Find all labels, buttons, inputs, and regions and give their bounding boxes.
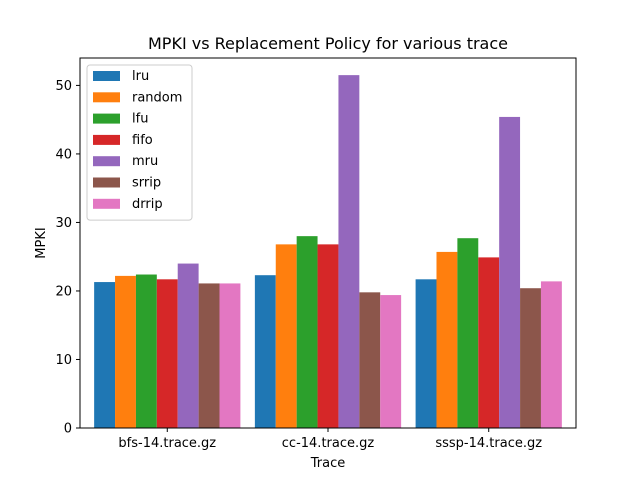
bar-random-0 bbox=[115, 275, 136, 428]
bar-lru-1 bbox=[254, 275, 276, 428]
bar-mru-2 bbox=[499, 116, 521, 429]
x-tick-label: sssp-14.trace.gz bbox=[435, 436, 542, 451]
y-tick-label: 10 bbox=[55, 353, 72, 368]
bar-lfu-2 bbox=[457, 238, 479, 428]
x-tick-label: bfs-14.trace.gz bbox=[118, 436, 216, 451]
legend-swatch-mru bbox=[93, 156, 120, 167]
x-tick-label: cc-14.trace.gz bbox=[282, 436, 375, 451]
bar-drrip-0 bbox=[219, 283, 241, 428]
bar-mru-0 bbox=[177, 263, 199, 428]
bar-random-1 bbox=[275, 244, 297, 428]
bar-fifo-0 bbox=[156, 279, 178, 428]
legend-label-random: random bbox=[132, 90, 182, 105]
bar-srrip-0 bbox=[198, 283, 220, 428]
legend-label-lfu: lfu bbox=[132, 112, 148, 127]
legend-swatch-random bbox=[93, 92, 120, 103]
y-axis-label: MPKI bbox=[34, 227, 49, 258]
y-tick-label: 40 bbox=[55, 147, 72, 162]
bar-fifo-1 bbox=[317, 244, 339, 428]
legend-label-lru: lru bbox=[132, 69, 149, 84]
y-tick-label: 0 bbox=[64, 422, 72, 437]
bar-fifo-2 bbox=[478, 257, 500, 428]
y-tick-label: 50 bbox=[55, 79, 72, 94]
legend-label-mru: mru bbox=[132, 154, 158, 169]
legend-label-drrip: drrip bbox=[132, 197, 163, 212]
y-tick-label: 30 bbox=[55, 216, 72, 231]
bar-lfu-1 bbox=[296, 236, 318, 428]
legend-swatch-fifo bbox=[93, 134, 120, 145]
legend-swatch-drrip bbox=[93, 198, 120, 209]
legend-swatch-lru bbox=[93, 71, 120, 81]
y-axis: 0 10 20 30 40 50 bbox=[55, 79, 80, 437]
y-tick-label: 20 bbox=[55, 284, 72, 299]
bar-mru-1 bbox=[338, 75, 360, 428]
legend-label-fifo: fifo bbox=[132, 133, 153, 148]
legend-swatch-lfu bbox=[93, 113, 120, 124]
bar-drrip-1 bbox=[380, 295, 402, 428]
bar-lfu-0 bbox=[135, 274, 157, 428]
x-axis: bfs-14.trace.gz cc-14.trace.gz sssp-14.tra… bbox=[118, 428, 542, 451]
bar-lru-0 bbox=[94, 282, 116, 428]
chart-title: MPKI vs Replacement Policy for various t… bbox=[148, 34, 508, 53]
bar-lru-2 bbox=[415, 279, 437, 428]
bars-group bbox=[94, 75, 562, 429]
x-axis-label: Trace bbox=[310, 456, 346, 471]
bar-drrip-2 bbox=[540, 281, 562, 428]
legend-label-srrip: srrip bbox=[132, 176, 161, 191]
bar-random-2 bbox=[436, 251, 458, 428]
legend: lru random lfu fifo mru srrip drrip bbox=[86, 64, 193, 221]
legend-swatch-srrip bbox=[93, 177, 120, 188]
bar-srrip-2 bbox=[520, 288, 541, 428]
bar-srrip-1 bbox=[359, 292, 381, 428]
